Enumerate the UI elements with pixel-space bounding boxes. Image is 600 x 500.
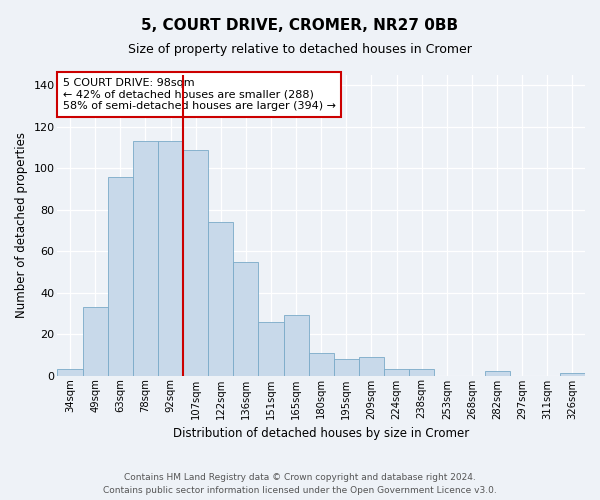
Bar [158, 142, 183, 376]
Bar [334, 359, 359, 376]
Bar [259, 322, 284, 376]
Y-axis label: Number of detached properties: Number of detached properties [15, 132, 28, 318]
Text: Contains public sector information licensed under the Open Government Licence v3: Contains public sector information licen… [103, 486, 497, 495]
X-axis label: Distribution of detached houses by size in Cromer: Distribution of detached houses by size … [173, 427, 469, 440]
Bar [485, 372, 509, 376]
Bar [108, 176, 133, 376]
Bar [208, 222, 233, 376]
Bar [58, 370, 83, 376]
Bar [560, 374, 585, 376]
Text: Contains HM Land Registry data © Crown copyright and database right 2024.: Contains HM Land Registry data © Crown c… [124, 472, 476, 482]
Bar [359, 357, 384, 376]
Bar [183, 150, 208, 376]
Bar [83, 307, 108, 376]
Bar [233, 262, 259, 376]
Text: 5 COURT DRIVE: 98sqm
← 42% of detached houses are smaller (288)
58% of semi-deta: 5 COURT DRIVE: 98sqm ← 42% of detached h… [63, 78, 336, 111]
Bar [308, 352, 334, 376]
Text: Size of property relative to detached houses in Cromer: Size of property relative to detached ho… [128, 42, 472, 56]
Bar [284, 316, 308, 376]
Bar [409, 370, 434, 376]
Bar [133, 142, 158, 376]
Text: 5, COURT DRIVE, CROMER, NR27 0BB: 5, COURT DRIVE, CROMER, NR27 0BB [142, 18, 458, 32]
Bar [384, 370, 409, 376]
